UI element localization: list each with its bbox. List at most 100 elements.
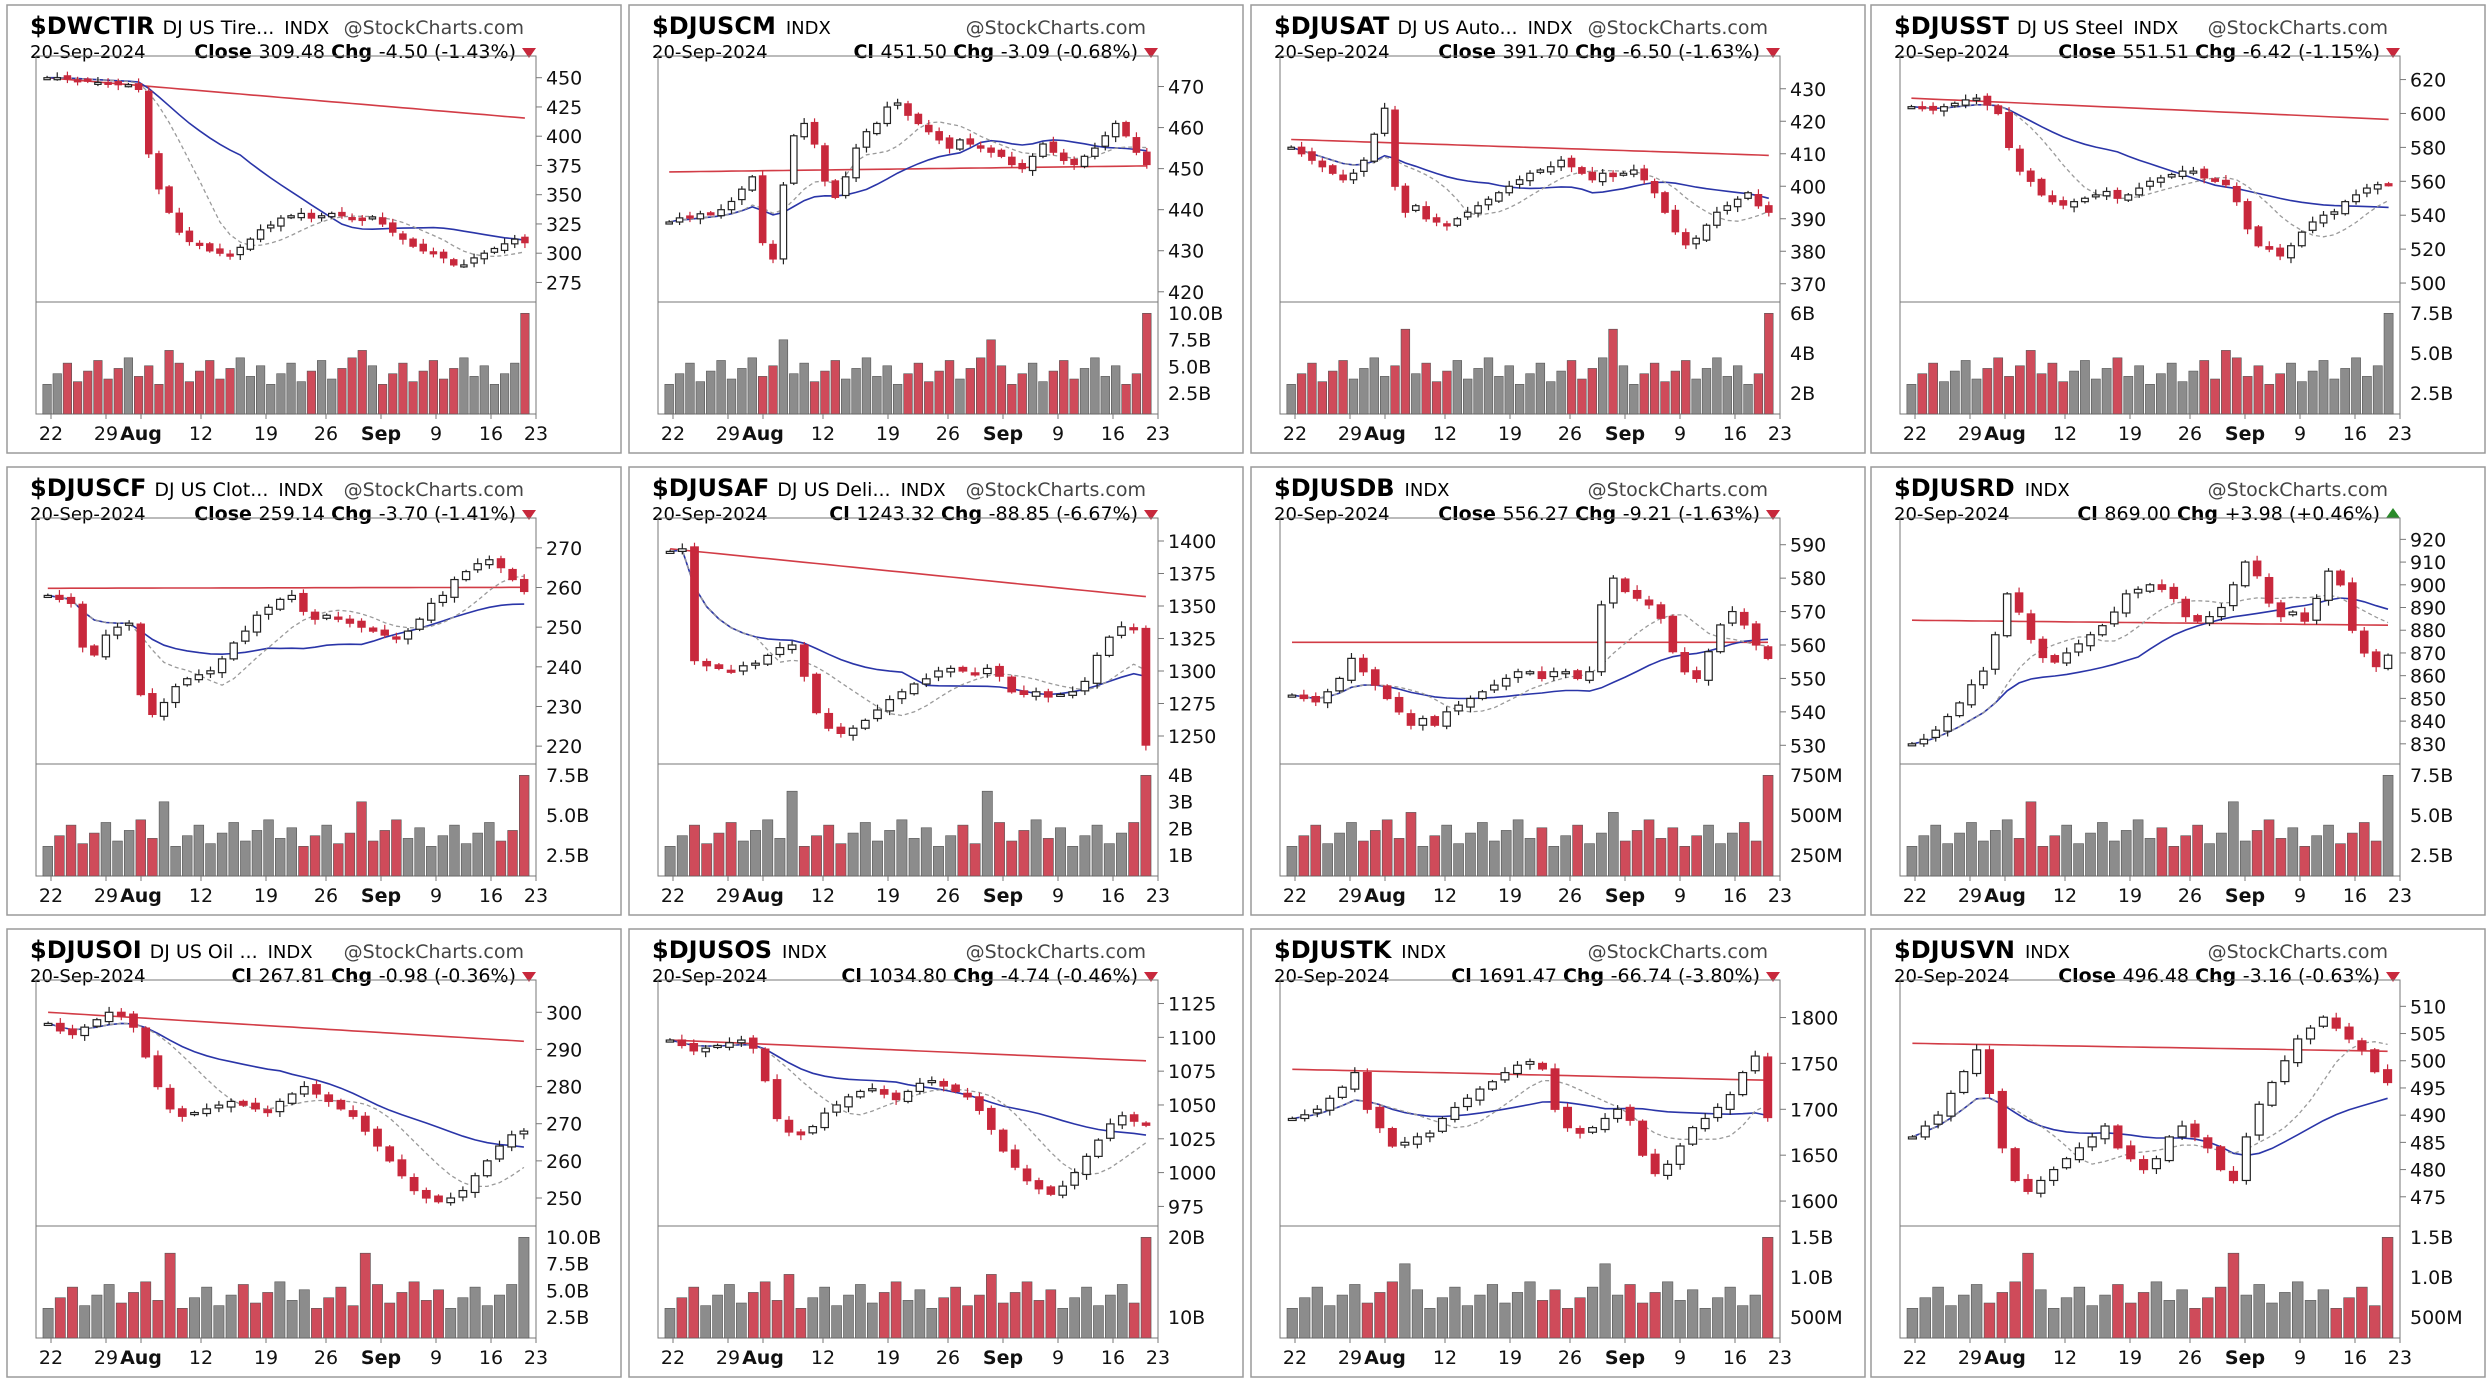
candle [277, 217, 285, 227]
symbol-label: $DJUSAT [1274, 12, 1390, 40]
volume-bar [134, 376, 144, 415]
candle [446, 1197, 456, 1204]
index-type: INDX [901, 480, 946, 501]
candle [2229, 584, 2238, 607]
candle [205, 243, 214, 252]
volume-bar [1722, 376, 1732, 415]
volume-bar [1750, 840, 1762, 877]
moving-average-50-line [669, 139, 1147, 223]
date-label: 20-Sep-2024 [30, 504, 146, 525]
volume-bar [1348, 378, 1359, 415]
volume-bar [65, 824, 77, 877]
chg-value: -9.21 (-1.63%) [1623, 503, 1760, 525]
volume-bar [890, 1281, 902, 1339]
volume-bar [1405, 812, 1417, 877]
candle [153, 1055, 163, 1088]
chg-label: Chg [1575, 503, 1623, 525]
candle [334, 616, 343, 620]
volume-bar [1906, 1308, 1919, 1339]
candle [1578, 167, 1586, 174]
candle [2048, 195, 2057, 203]
chg-value: -0.98 (-0.36%) [379, 965, 516, 987]
candle [832, 1104, 841, 1113]
candle [934, 670, 943, 678]
volume-bar [789, 373, 799, 415]
volume-bar [1691, 835, 1702, 877]
volume-bar [495, 840, 507, 877]
volume-bar [2307, 370, 2318, 415]
candle [1600, 1117, 1610, 1131]
volume-bar [1574, 1297, 1586, 1339]
candle [1946, 1092, 1956, 1117]
price-tick-label: 1375 [1168, 564, 1216, 586]
candle [2200, 168, 2209, 179]
x-tick-label: 29 [1958, 1347, 1982, 1369]
x-tick-label: 12 [2053, 1347, 2077, 1369]
volume-bar [2013, 838, 2025, 877]
candle [2330, 211, 2339, 215]
candle [1763, 646, 1773, 659]
candle [796, 1131, 806, 1136]
volume-bar [506, 1284, 518, 1339]
candle [799, 644, 809, 677]
x-tick-label: 26 [2178, 423, 2202, 445]
candle [1661, 192, 1669, 213]
volume-bar [1662, 1281, 1674, 1339]
volume-bar [1598, 357, 1608, 415]
volume-bar [359, 1252, 371, 1339]
candle [266, 224, 275, 229]
volume-bar [1018, 830, 1030, 877]
volume-bar [286, 1300, 298, 1339]
volume-bar [1079, 835, 1091, 877]
price-tick-label: 1325 [1168, 629, 1216, 651]
volume-bar [356, 801, 367, 877]
candle [399, 233, 407, 240]
candle [1588, 1127, 1598, 1133]
volume-bar [1030, 819, 1042, 877]
candle [963, 1092, 972, 1098]
volume-bar [1699, 1308, 1711, 1339]
volume-bar [321, 824, 332, 877]
volume-bar [2086, 1305, 2098, 1339]
candle [686, 215, 694, 219]
volume-tick-label: 7.5B [2410, 765, 2453, 787]
candle [1335, 677, 1344, 692]
stockcharts-brand: @StockCharts.com [2208, 941, 2388, 963]
x-tick-label: Sep [2225, 1347, 2265, 1369]
x-tick-label: 19 [876, 423, 900, 445]
candle [378, 217, 387, 225]
x-tick-label: 23 [524, 423, 548, 445]
volume-bar [1103, 843, 1115, 877]
candle [2344, 1026, 2354, 1040]
candle [1972, 1049, 1982, 1075]
volume-bar [2216, 832, 2227, 877]
volume-bar [2085, 832, 2096, 877]
volume-bar [1379, 376, 1390, 415]
volume-bar [1006, 840, 1018, 877]
volume-bar [851, 368, 861, 415]
candle [1375, 1106, 1385, 1129]
x-tick-label: 29 [716, 885, 740, 907]
volume-bar [1989, 830, 2001, 877]
date-label: 20-Sep-2024 [30, 42, 146, 63]
moving-average-200-line [1292, 1068, 1768, 1081]
candle [1919, 738, 1929, 745]
index-type: INDX [2133, 18, 2178, 39]
x-tick-label: 26 [936, 423, 960, 445]
volume-bar [798, 846, 810, 877]
candle [2373, 184, 2382, 190]
moving-average-20-line [670, 549, 1147, 717]
candle [480, 252, 489, 260]
candle [1536, 169, 1545, 173]
candle [951, 1084, 960, 1093]
candle [763, 654, 773, 665]
x-tick-label: 16 [479, 423, 503, 445]
candle [148, 693, 157, 716]
candle [1380, 107, 1389, 134]
close-label: Close [2058, 965, 2122, 987]
volume-bar [428, 360, 438, 415]
candle [726, 669, 736, 673]
index-type: INDX [268, 942, 313, 963]
candle [434, 1195, 443, 1203]
candle [848, 727, 858, 736]
